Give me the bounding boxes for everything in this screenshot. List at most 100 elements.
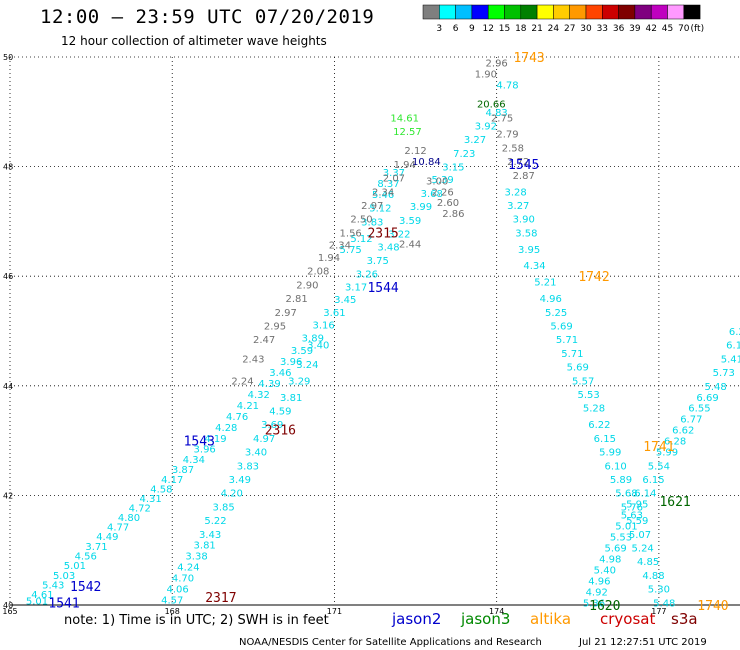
colorbar-tick: 24 [548,24,560,34]
track-label: 1543 [184,435,215,450]
colorbar-swatch [634,4,652,20]
data-point-label: 5.57 [572,376,594,387]
track-label: 1620 [589,599,620,614]
data-point-label: 2.34 [329,240,351,251]
data-point-label: 6.69 [696,393,718,404]
colorbar-tick: 21 [531,24,542,34]
data-point-label: 2.60 [437,198,459,209]
colorbar-swatch [471,4,489,20]
data-point-label: 5.12 [350,234,372,245]
track-label: 2317 [205,591,236,606]
data-point-label: 4.21 [237,401,259,412]
satellite-legend-item: cryosat [600,610,655,628]
data-point-label: 5.28 [583,404,605,415]
colorbar-swatch [553,4,570,20]
data-point-label: 5.54 [648,461,670,472]
data-point-label: 3.90 [513,215,535,226]
data-point-label: 2.97 [361,201,383,212]
data-point-label: 3.87 [172,465,194,476]
data-point-label: 3.75 [367,256,389,267]
data-point-label: 5.71 [561,349,583,360]
data-point-label: 6.77 [680,415,702,426]
data-point-label: 5.53 [610,533,632,544]
data-point-label: 3.92 [475,122,497,133]
track-label: 1542 [70,580,101,595]
data-point-label: 3.17 [345,283,367,294]
data-point-label: 3.29 [288,376,310,387]
data-point-label: 5.99 [599,448,621,459]
data-point-label: 6.21 [729,327,740,338]
track-label: 1742 [578,270,609,285]
data-point-label: 3.71 [85,542,107,553]
data-point-label: 2.47 [253,335,275,346]
track-label: 1544 [367,281,398,296]
data-point-label: 6.55 [688,404,710,415]
data-point-label: 5.12 [369,204,391,215]
data-point-label: 2.08 [307,267,329,278]
data-point-label: 3.40 [245,448,267,459]
satellite-legend-item: jason3 [460,610,510,628]
colorbar-tick: 33 [597,24,608,34]
data-point-label: 20.66 [477,100,506,111]
data-point-label: 6.14 [726,341,740,352]
data-point-label: 2.90 [296,280,318,291]
data-point-label: 5.01 [26,597,48,608]
data-point-label: 4.19 [204,434,226,445]
data-point-label: 4.34 [523,261,545,272]
data-point-label: 2.72 [507,157,529,168]
data-point-label: 3.37 [383,168,405,179]
data-point-label: 2.07 [383,174,405,185]
data-point-label: 4.49 [96,532,118,543]
data-point-label: 5.69 [567,363,589,374]
colorbar-tick: 36 [613,24,625,34]
chart-axes: 165 168 171 174 177 40 42 44 46 48 50 [2,53,740,616]
data-point-label: 6.62 [672,426,694,437]
data-point-label: 2.79 [496,130,518,141]
colorbar-tick: 30 [580,24,592,34]
data-point-label: 2.97 [275,308,297,319]
data-point-label: 5.48 [705,382,727,393]
data-point-label: 4.85 [637,557,659,568]
colorbar-swatch [455,4,473,20]
data-point-label: 3.38 [185,552,207,563]
data-point-label: 4.88 [642,571,664,582]
data-point-label: 3.59 [399,216,421,227]
data-point-label: 3.40 [307,341,329,352]
data-point-label: 2.43 [242,354,264,365]
data-point-label: 5.01 [64,561,86,572]
data-point-label: 4.59 [269,406,291,417]
colorbar-swatch [650,4,668,20]
colorbar-tick: 70 [678,24,690,34]
chart-grid [9,56,740,606]
data-point-label: 5.73 [713,368,735,379]
y-tick-label: 46 [3,272,13,281]
y-tick-label: 44 [3,382,13,391]
data-point-label: 4.32 [248,390,270,401]
data-point-label: 3.69 [261,420,283,431]
data-point-label: 3.15 [442,163,464,174]
colorbar-tick: 12 [482,24,493,34]
data-point-label: 3.81 [280,393,302,404]
data-point-label: 4.34 [183,455,205,466]
data-point-label: 5.75 [340,245,362,256]
data-point-label: 4.17 [161,475,183,486]
data-point-label: 4.58 [150,484,172,495]
data-point-label: 3.28 [504,187,526,198]
data-point-label: 4.83 [486,108,508,119]
colorbar-swatch [602,4,619,20]
data-point-label: 5.03 [53,571,75,582]
data-point-label: 3.26 [356,269,378,280]
data-point-label: 5.24 [632,543,654,554]
colorbar-swatch [618,4,636,20]
data-point-label: 1.90 [475,69,497,80]
colorbar-swatch [439,4,456,20]
colorbar-unit: (ft) [691,24,705,34]
colorbar-swatch [487,4,505,20]
x-tick-label: 165 [2,607,17,616]
colorbar-tick: 18 [515,24,527,34]
data-point-label: 5.36 [583,598,605,609]
data-point-label: 5.41 [721,354,740,365]
colorbar-swatch [422,4,440,20]
data-point-label: 4.24 [177,563,199,574]
